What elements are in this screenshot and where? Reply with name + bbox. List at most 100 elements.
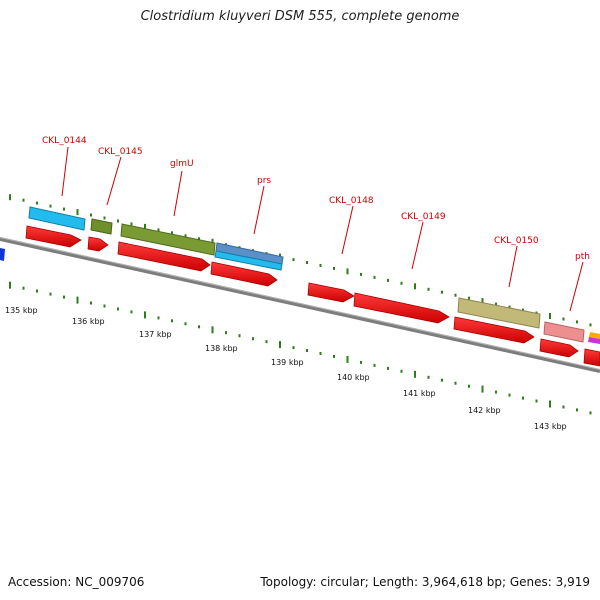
minor-tick (198, 325, 200, 329)
cds-CKL_0150 (453, 316, 535, 344)
minor-tick (117, 307, 119, 311)
kbp-label: 141 kbp (403, 389, 436, 398)
minor-tick (306, 261, 308, 264)
minor-tick (157, 228, 160, 232)
accession-text: Accession: NC_009706 (8, 575, 145, 589)
gene-label: glmU (170, 159, 194, 169)
minor-tick (535, 399, 538, 403)
minor-tick (265, 340, 268, 344)
minor-tick (562, 405, 565, 409)
major-tick (481, 298, 484, 305)
minor-tick (562, 317, 565, 321)
label-leaders (61, 146, 584, 312)
minor-tick (400, 281, 403, 285)
feature-CKL_0150 (457, 297, 541, 329)
minor-tick (441, 378, 443, 382)
feature-bars (28, 206, 600, 344)
gene-label: CKL_0144 (42, 136, 87, 146)
gene-label: CKL_0150 (494, 236, 539, 246)
kbp-label: 138 kbp (205, 344, 238, 353)
cds-pth (539, 338, 579, 358)
minor-tick (238, 334, 241, 338)
feature-edge-magenta (588, 337, 600, 344)
minor-tick (400, 369, 403, 373)
minor-tick (589, 411, 592, 415)
minor-tick (589, 323, 592, 327)
minor-tick (441, 290, 443, 294)
major-tick (346, 268, 349, 275)
genome-backbone-highlight (0, 237, 600, 370)
cds-arrows (25, 225, 600, 367)
minor-tick (157, 316, 160, 320)
major-tick (279, 341, 281, 349)
minor-tick (225, 331, 227, 335)
feature-CKL_0144 (28, 206, 86, 231)
minor-tick (103, 304, 106, 308)
major-tick (211, 238, 214, 245)
minor-tick (468, 384, 470, 388)
minor-tick (184, 234, 187, 238)
page-title: Clostridium kluyveri DSM 555, complete g… (140, 9, 460, 24)
major-tick (414, 283, 416, 290)
major-tick (414, 370, 416, 378)
cds-CKL_0149 (353, 292, 450, 324)
minor-tick (576, 408, 578, 412)
major-tick (76, 209, 79, 216)
minor-tick (495, 390, 497, 394)
minor-tick (198, 237, 200, 241)
major-tick (481, 385, 484, 393)
cds-glmU (117, 241, 211, 272)
cds-CKL_0144 (25, 225, 82, 248)
kbp-label: 143 kbp (534, 422, 567, 431)
minor-tick (454, 381, 457, 385)
upper-tick-track (9, 194, 592, 327)
minor-tick (22, 198, 25, 202)
minor-tick (292, 258, 295, 262)
feature-CKL_0145 (90, 218, 113, 235)
minor-tick (130, 222, 133, 226)
kbp-label: 135 kbp (5, 306, 38, 315)
kbp-label: 137 kbp (139, 330, 172, 339)
gene-label: pth (575, 252, 590, 262)
gene-label: CKL_0145 (98, 147, 143, 157)
ruler-track (9, 281, 592, 415)
minor-tick (319, 264, 322, 267)
kbp-label: 142 kbp (468, 406, 501, 415)
major-tick (211, 326, 214, 334)
major-tick (549, 313, 551, 319)
minor-tick (63, 295, 65, 299)
gene-labels: CKL_0144 CKL_0145 glmU prs CKL_0148 CKL_… (42, 136, 590, 262)
minor-tick (306, 349, 308, 352)
minor-tick (387, 278, 389, 282)
minor-tick (333, 355, 335, 358)
minor-tick (454, 293, 457, 297)
minor-tick (387, 366, 389, 370)
minor-tick (576, 320, 578, 324)
gene-label: CKL_0149 (401, 212, 446, 222)
minor-tick (184, 322, 187, 326)
minor-tick (49, 204, 52, 208)
minor-tick (319, 352, 322, 355)
minor-tick (427, 375, 430, 379)
minor-tick (90, 213, 92, 217)
minor-tick (373, 275, 376, 279)
minor-tick (103, 216, 106, 220)
feature-prs-b (214, 250, 283, 271)
major-tick (76, 296, 79, 304)
minor-tick (495, 302, 497, 306)
gene-label: prs (257, 176, 271, 186)
feature-glmU (120, 223, 216, 256)
major-tick (144, 223, 146, 230)
ruler-labels: 135 kbp 136 kbp 137 kbp 138 kbp 139 kbp … (5, 306, 567, 431)
minor-tick (468, 296, 470, 300)
minor-tick (90, 301, 92, 305)
minor-tick (252, 337, 254, 341)
minor-tick (117, 219, 119, 223)
feature-edge-orange (589, 332, 600, 339)
cds-edge (583, 348, 600, 367)
minor-tick (171, 319, 173, 323)
kbp-label: 136 kbp (72, 317, 105, 326)
minor-tick (63, 207, 65, 211)
major-tick (9, 281, 11, 289)
